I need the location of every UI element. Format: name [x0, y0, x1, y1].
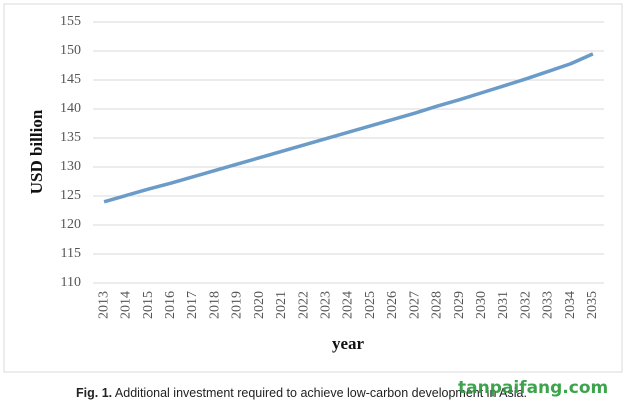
x-tick-label: 2034 [563, 291, 578, 319]
x-tick-label: 2017 [185, 291, 200, 319]
x-tick-label: 2023 [319, 291, 334, 319]
caption: Fig. 1. Additional investment required t… [76, 386, 527, 400]
x-tick-label: 2028 [430, 291, 445, 319]
x-axis-label: year [332, 334, 365, 353]
x-tick-label: 2025 [363, 291, 378, 319]
x-tick-label: 2035 [585, 291, 600, 319]
x-tick-label: 2033 [541, 291, 556, 319]
y-tick-label: 140 [60, 101, 81, 116]
x-tick-label: 2026 [385, 291, 400, 319]
x-tick-label: 2018 [207, 291, 222, 319]
line-series [103, 52, 594, 204]
x-tick-label: 2013 [96, 291, 111, 319]
x-tick-label: 2024 [341, 291, 356, 319]
x-tick-label: 2030 [474, 291, 489, 319]
x-tick-label: 2020 [252, 291, 267, 319]
x-tick-label: 2027 [407, 291, 422, 319]
caption-label: Fig. 1. [76, 386, 112, 400]
y-tick-label: 155 [60, 14, 81, 29]
y-axis-label: USD billion [27, 109, 46, 194]
y-tick-label: 135 [60, 130, 81, 145]
watermark: tanpaifang.com [458, 378, 608, 398]
x-tick-label: 2015 [141, 291, 156, 319]
y-tick-label: 130 [60, 159, 81, 174]
x-tick-label: 2031 [496, 291, 511, 319]
x-tick-label: 2022 [296, 291, 311, 319]
chart-frame [3, 3, 623, 373]
x-tick-label: 2032 [518, 291, 533, 319]
y-tick-label: 115 [61, 246, 81, 261]
x-tick-label: 2021 [274, 291, 289, 319]
caption-text: Additional investment required to achiev… [115, 386, 527, 400]
x-tick-label: 2014 [119, 291, 134, 319]
y-tick-label: 110 [61, 275, 81, 290]
x-tick-label: 2016 [163, 291, 178, 319]
y-tick-label: 125 [60, 188, 81, 203]
x-tick-label: 2029 [452, 291, 467, 319]
y-tick-label: 150 [60, 43, 81, 58]
y-tick-label: 145 [60, 72, 81, 87]
x-tick-label: 2019 [230, 291, 245, 319]
y-tick-label: 120 [60, 217, 81, 232]
